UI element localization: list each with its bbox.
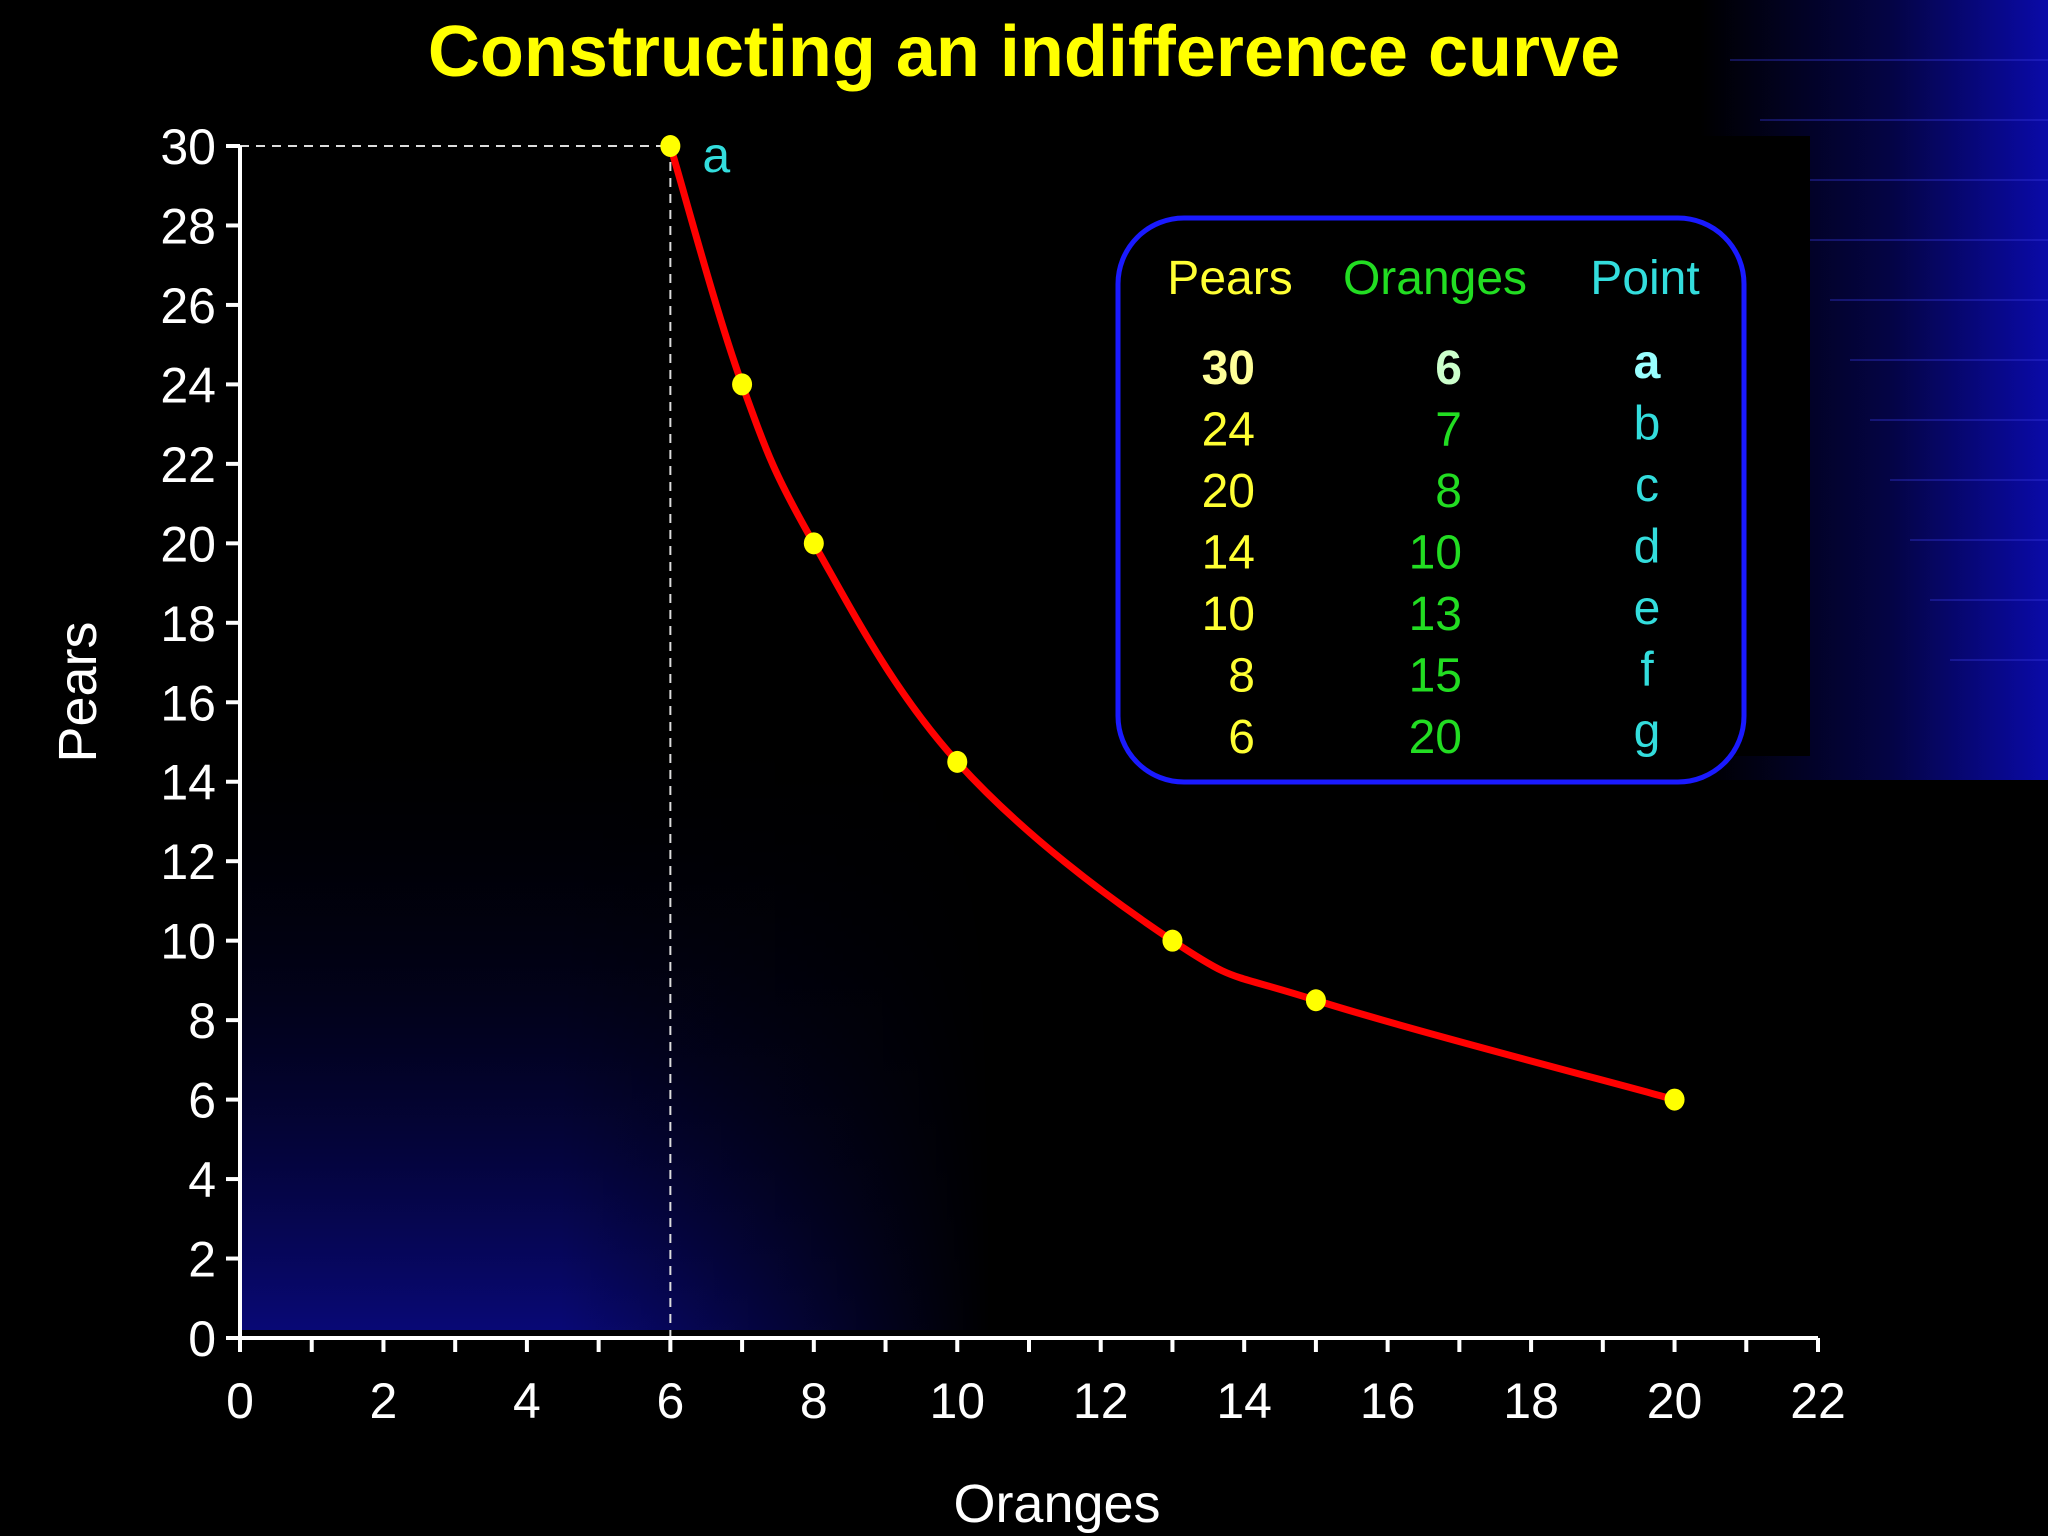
table-border bbox=[1115, 215, 1747, 785]
y-tick-label: 14 bbox=[160, 755, 216, 811]
table-cell-pears: 6 bbox=[1228, 711, 1255, 764]
table-cell-oranges: 13 bbox=[1409, 588, 1462, 641]
y-tick-label: 18 bbox=[160, 596, 216, 652]
x-tick-label: 8 bbox=[800, 1373, 828, 1429]
y-tick-label: 28 bbox=[160, 198, 216, 254]
x-tick-label: 10 bbox=[929, 1373, 985, 1429]
data-table: Pears Oranges Point 30 6 a 24 7 b 20 8 c 14 10 d 10 13 e 8… bbox=[1115, 215, 1747, 785]
y-tick-label: 4 bbox=[188, 1152, 216, 1208]
table-cell-oranges: 10 bbox=[1409, 527, 1462, 580]
y-tick-label: 16 bbox=[160, 675, 216, 731]
x-tick-label: 14 bbox=[1216, 1373, 1272, 1429]
table-cell-point: d bbox=[1634, 521, 1661, 574]
table-cell-point: f bbox=[1640, 644, 1654, 697]
data-point-marker bbox=[732, 373, 753, 396]
y-tick-label: 10 bbox=[160, 914, 216, 970]
x-tick-label: 0 bbox=[226, 1373, 254, 1429]
series-layer: a bbox=[660, 127, 1685, 1111]
table-cell-pears: 24 bbox=[1202, 404, 1255, 457]
y-tick-label: 12 bbox=[160, 834, 216, 890]
axes: 0 2 4 6 8 10 12 14 16 18 20 22024681012141618202224… bbox=[48, 119, 1846, 1534]
x-axis-label: Oranges bbox=[953, 1474, 1160, 1534]
table-cell-point: g bbox=[1634, 705, 1661, 758]
data-point-marker bbox=[1664, 1088, 1685, 1111]
table-cell-oranges: 7 bbox=[1435, 404, 1462, 457]
table-header-point: Point bbox=[1590, 252, 1699, 305]
guide-lines bbox=[240, 145, 672, 1338]
x-tick-label: 12 bbox=[1073, 1373, 1129, 1429]
table-cell-oranges: 15 bbox=[1409, 650, 1462, 703]
y-tick-label: 8 bbox=[188, 993, 216, 1049]
table-cell-pears: 14 bbox=[1202, 527, 1255, 580]
data-point-marker bbox=[947, 750, 968, 773]
point-label-a: a bbox=[702, 127, 730, 183]
x-tick-label: 18 bbox=[1503, 1373, 1559, 1429]
data-point-marker bbox=[1162, 929, 1183, 952]
y-tick-label: 20 bbox=[160, 516, 216, 572]
chart-title: Constructing an indifference curve bbox=[427, 12, 1621, 92]
data-point-marker bbox=[803, 532, 824, 555]
table-cell-point: e bbox=[1634, 582, 1661, 635]
data-point-marker bbox=[660, 135, 681, 157]
y-tick-label: 0 bbox=[188, 1311, 216, 1367]
table-cell-pears: 10 bbox=[1202, 588, 1255, 641]
table-cell-oranges: 6 bbox=[1435, 342, 1462, 395]
data-point-marker bbox=[1305, 989, 1326, 1012]
y-tick-label: 24 bbox=[160, 357, 216, 413]
y-tick-label: 22 bbox=[160, 437, 216, 493]
table-cell-oranges: 20 bbox=[1409, 711, 1462, 764]
table-header-oranges: Oranges bbox=[1343, 252, 1527, 305]
table-cell-point: c bbox=[1635, 459, 1659, 512]
x-tick-label: 4 bbox=[513, 1373, 541, 1429]
x-tick-label: 22 bbox=[1790, 1373, 1846, 1429]
y-axis-label: Pears bbox=[48, 621, 108, 762]
table-cell-point: a bbox=[1634, 336, 1661, 389]
table-header-pears: Pears bbox=[1167, 252, 1292, 305]
y-tick-label: 30 bbox=[160, 119, 216, 175]
x-tick-label: 16 bbox=[1360, 1373, 1416, 1429]
x-tick-label: 6 bbox=[656, 1373, 684, 1429]
table-cell-pears: 30 bbox=[1202, 342, 1255, 395]
y-tick-label: 6 bbox=[188, 1073, 216, 1129]
table-cell-point: b bbox=[1634, 398, 1661, 451]
y-tick-label: 26 bbox=[160, 278, 216, 334]
table-cell-oranges: 8 bbox=[1435, 465, 1462, 518]
y-tick-label: 2 bbox=[188, 1232, 216, 1288]
x-tick-label: 2 bbox=[370, 1373, 398, 1429]
table-cell-pears: 20 bbox=[1202, 465, 1255, 518]
x-tick-label: 20 bbox=[1647, 1373, 1703, 1429]
table-cell-pears: 8 bbox=[1228, 650, 1255, 703]
